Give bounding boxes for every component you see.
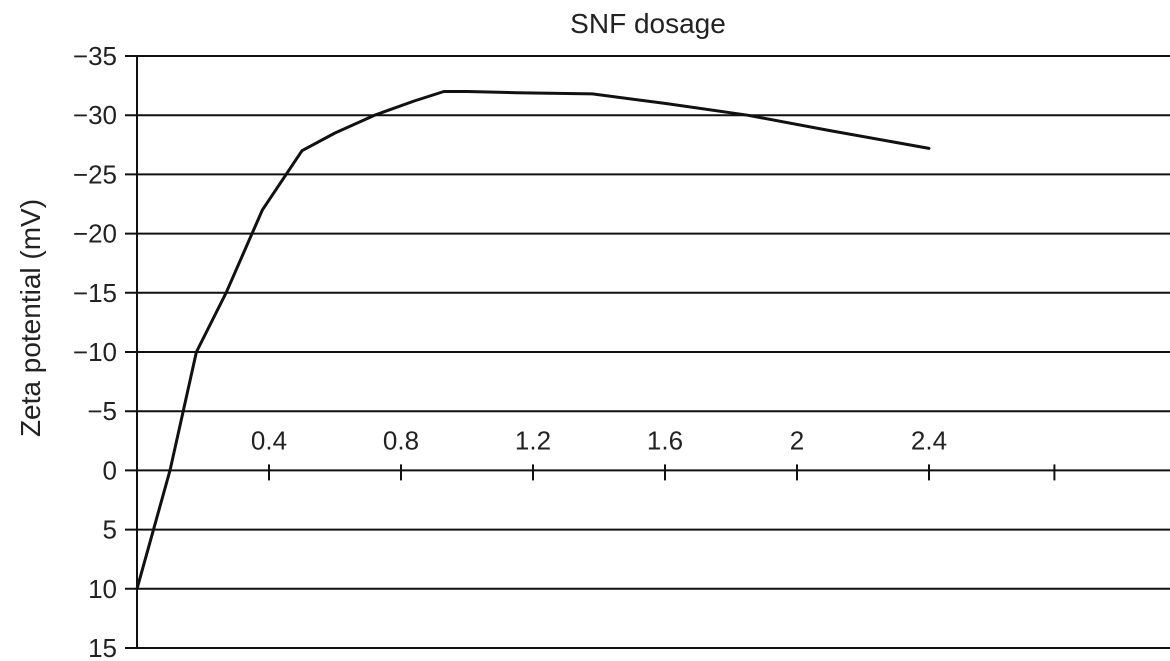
chart-title: SNF dosage	[570, 8, 726, 39]
y-tick-label: 5	[103, 515, 117, 545]
y-tick-label: −20	[73, 219, 117, 249]
y-tick-label: −15	[73, 278, 117, 308]
y-tick-label: −5	[87, 396, 117, 426]
y-tick-label: 15	[88, 633, 117, 661]
y-tick-label: −25	[73, 159, 117, 189]
y-tick-labels: −35 −30 −25 −20 −15 −10 −5 0 5 10 15	[73, 41, 117, 661]
y-tick-label: −35	[73, 41, 117, 71]
y-tick-label: −30	[73, 100, 117, 130]
y-tick-label: −10	[73, 337, 117, 367]
x-tick-label: 1.2	[515, 425, 551, 455]
x-tick-label: 0.4	[251, 425, 287, 455]
y-tick-label: 10	[88, 574, 117, 604]
gridlines	[125, 55, 1170, 649]
x-ticks: 0.4 0.8 1.2 1.6 2 2.4	[251, 425, 1056, 481]
series-line	[135, 90, 931, 591]
x-tick-label: 0.8	[383, 425, 419, 455]
x-tick-label: 2.4	[911, 425, 947, 455]
y-tick-label: 0	[103, 455, 117, 485]
y-axis-title: Zeta potential (mV)	[15, 199, 46, 437]
series-lines	[135, 90, 931, 591]
x-tick-label: 2	[790, 425, 804, 455]
x-tick-label: 1.6	[647, 425, 683, 455]
